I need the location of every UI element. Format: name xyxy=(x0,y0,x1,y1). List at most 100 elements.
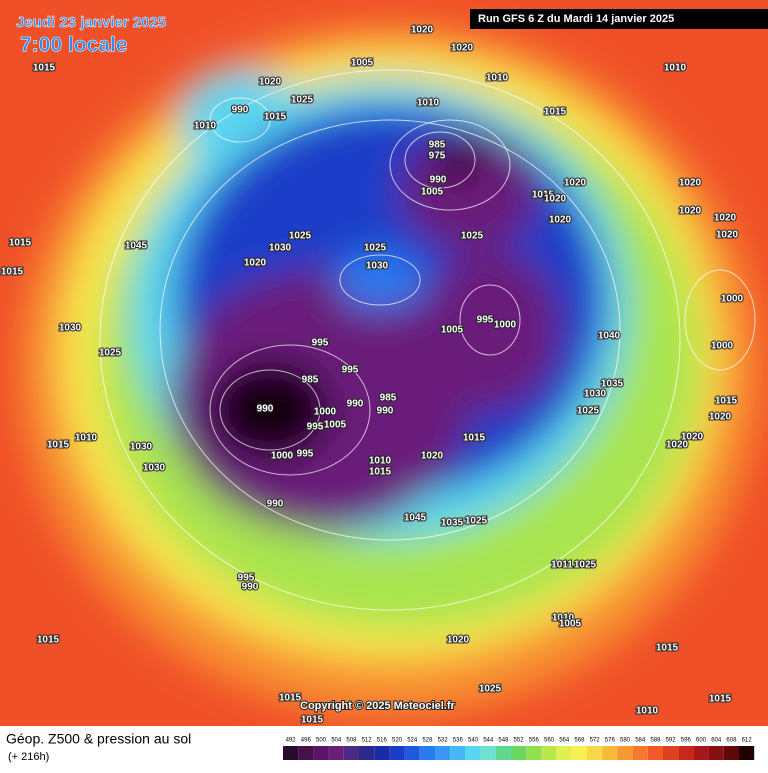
isobar-label: 1030 xyxy=(59,323,82,334)
isobar-label: 990 xyxy=(242,582,259,593)
isobar-label: 1020 xyxy=(679,178,702,189)
isobar-label: 1015 xyxy=(264,112,287,123)
date: Jeudi 23 janvier 2025 xyxy=(16,14,166,31)
isobar-label: 1020 xyxy=(447,635,470,646)
isobar-label: 1015 xyxy=(279,693,302,704)
run-box xyxy=(470,9,768,29)
scale-swatch xyxy=(435,746,451,760)
isobar-label: 1011 xyxy=(551,560,573,571)
scale-swatch xyxy=(571,746,587,760)
scale-swatch xyxy=(663,746,679,760)
scale-label: 520 xyxy=(392,738,403,744)
isobar-label: 1005 xyxy=(351,58,374,69)
scale-swatch xyxy=(389,746,405,760)
isobar-label: 1020 xyxy=(451,43,474,54)
isobar-label: 1020 xyxy=(244,258,267,269)
scale-label: 504 xyxy=(331,738,342,744)
isobar-label: 1025 xyxy=(291,95,314,106)
isobar-label: 1000 xyxy=(711,341,734,352)
isobar-label: 1020 xyxy=(716,230,739,241)
scale-swatch xyxy=(480,746,496,760)
scale-swatch xyxy=(374,746,390,760)
isobar-label: 1010 xyxy=(75,433,98,444)
isobar-label: 1020 xyxy=(549,215,572,226)
isobar-label: 985 xyxy=(429,140,446,151)
scale-swatch xyxy=(343,746,359,760)
scale-label: 512 xyxy=(362,738,373,744)
scale-label: 536 xyxy=(453,738,464,744)
isobar-label: 1020 xyxy=(679,206,702,217)
scale-swatch xyxy=(465,746,481,760)
scale-swatch xyxy=(450,746,466,760)
scale-swatch xyxy=(647,746,663,760)
scale-label: 492 xyxy=(286,738,297,744)
isobar-label: 1025 xyxy=(364,243,387,254)
scale-swatch xyxy=(328,746,344,760)
isobar-label: 1000 xyxy=(271,451,294,462)
isobar-label: 1030 xyxy=(130,442,153,453)
scale-swatch xyxy=(739,746,755,760)
isobar-label: 1005 xyxy=(324,420,347,431)
field xyxy=(20,25,760,715)
scale-swatch xyxy=(556,746,572,760)
isobar-label: 1045 xyxy=(404,513,427,524)
scale-label: 608 xyxy=(726,738,737,744)
isobar-label: 1040 xyxy=(598,331,621,342)
isobar-label: 1020 xyxy=(411,25,434,36)
scale-swatch xyxy=(298,746,314,760)
isobars xyxy=(99,69,756,611)
scale-label: 576 xyxy=(605,738,616,744)
scale-swatch xyxy=(723,746,739,760)
scale-swatch xyxy=(313,746,329,760)
isobar-label: 995 xyxy=(238,573,255,584)
isobar-label: 1015 xyxy=(544,107,567,118)
isobar-label: 1015 xyxy=(37,635,60,646)
isobar-label: 1005 xyxy=(559,619,582,630)
isobar-label: 1010 xyxy=(552,613,575,624)
scale-swatch xyxy=(495,746,511,760)
scale-label: 612 xyxy=(742,738,753,744)
isobar-label: 990 xyxy=(347,399,364,410)
scale-label: 544 xyxy=(483,738,494,744)
scale-swatch xyxy=(541,746,557,760)
isobar-label: 995 xyxy=(312,338,329,349)
isobar-label: 1015 xyxy=(709,694,732,705)
isobar-label: 1015 xyxy=(656,643,679,654)
isobar-label: 1015 xyxy=(33,63,56,74)
isobar-label: 1025 xyxy=(289,231,312,242)
isobar-label: 1025 xyxy=(465,516,488,527)
isobar-label: 1045 xyxy=(125,241,148,252)
copyright: Copyright © 2025 Meteociel.fr xyxy=(300,700,456,712)
isobar-label: 975 xyxy=(429,151,446,162)
isobar-label: 1035 xyxy=(601,379,624,390)
isobar-label: 985 xyxy=(302,375,319,386)
isobar-label: 995 xyxy=(297,449,314,460)
isobar-label: 1020 xyxy=(666,440,689,451)
scale-label: 580 xyxy=(620,738,631,744)
isobar-label: 1015 xyxy=(301,715,324,726)
scale-swatch xyxy=(526,746,542,760)
scale-label: 532 xyxy=(438,738,449,744)
scale-label: 516 xyxy=(377,738,388,744)
isobar-label: 1015 xyxy=(47,440,70,451)
scale-label: 572 xyxy=(590,738,601,744)
isobar-label: 1020 xyxy=(709,412,732,423)
scale-swatch xyxy=(632,746,648,760)
scale-swatch xyxy=(587,746,603,760)
isobar-label: 1030 xyxy=(269,243,292,254)
isobar-label: 1030 xyxy=(584,389,607,400)
isobar-label: 995 xyxy=(342,365,359,376)
scale-label: 584 xyxy=(635,738,646,744)
scale-label: 568 xyxy=(574,738,585,744)
isobar-label: 1020 xyxy=(681,432,704,443)
isobar-label: 1010 xyxy=(369,456,392,467)
isobar-label: 1005 xyxy=(441,325,464,336)
isobar-label: 985 xyxy=(380,393,397,404)
isobar-label: 1000 xyxy=(721,294,744,305)
scale-label: 528 xyxy=(422,738,433,744)
scale-label: 560 xyxy=(544,738,555,744)
isobar-label: 990 xyxy=(377,406,394,417)
isobar-label: 990 xyxy=(430,175,447,186)
scale-label: 592 xyxy=(666,738,677,744)
